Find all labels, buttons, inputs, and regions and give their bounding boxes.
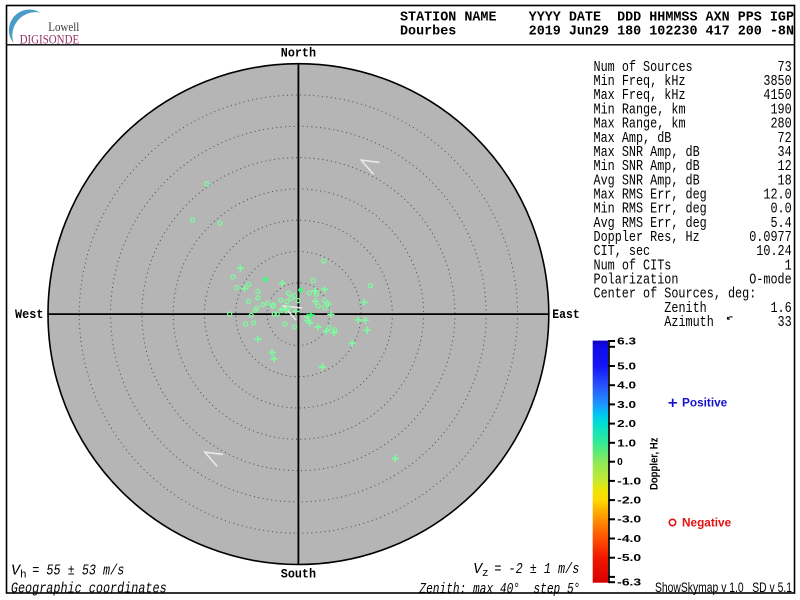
svg-text:Num of CITs 1: Num of CITs 1 (594, 257, 792, 274)
svg-text:-1.0: -1.0 (617, 476, 641, 487)
svg-text:DIGISONDE: DIGISONDE (20, 32, 80, 46)
svg-text:Dourbes 2019 Jun29 180: Dourbes 2019 Jun29 180 102230 417 200 -8… (400, 25, 794, 40)
svg-text:Polarization O-mode: Polarization O-mode (594, 272, 792, 289)
svg-text:Min RMS Err, deg 0.0: Min RMS Err, deg 0.0 (594, 201, 792, 218)
svg-text:CIT, sec 10.24: CIT, sec 10.24 (594, 243, 792, 260)
svg-text:-4.0: -4.0 (617, 534, 641, 545)
svg-text:Num of Sources 73: Num of Sources 73 (594, 59, 792, 76)
svg-text:2.0: 2.0 (617, 419, 636, 430)
svg-text:-2.0: -2.0 (617, 496, 641, 507)
svg-text:Center of Sources, deg:: Center of Sources, deg: (594, 286, 757, 303)
svg-text:Min Range, km 190: Min Range, km 190 (594, 101, 792, 118)
svg-text:4.0: 4.0 (617, 381, 636, 392)
svg-text:Min SNR Amp, dB 12: Min SNR Amp, dB 12 (594, 158, 792, 175)
svg-text:Lowell: Lowell (48, 20, 79, 34)
svg-text:Geographic coordinates: Geographic coordinates (11, 580, 167, 597)
svg-text:Max SNR Amp, dB 34: Max SNR Amp, dB 34 (594, 144, 792, 161)
svg-text:Max RMS Err, deg 12.0: Max RMS Err, deg 12.0 (594, 186, 792, 203)
svg-text:6.3: 6.3 (617, 336, 637, 347)
svg-text:3.0: 3.0 (617, 400, 636, 411)
svg-text:5.0: 5.0 (617, 361, 636, 372)
svg-text:Max Range, km 280: Max Range, km 280 (594, 116, 792, 133)
svg-text:1.0: 1.0 (617, 438, 636, 449)
svg-text:Doppler, Hz: Doppler, Hz (648, 437, 660, 490)
svg-text:V: V (11, 563, 22, 580)
svg-text:Doppler Res, Hz 0.0977: Doppler Res, Hz 0.0977 (594, 229, 792, 246)
svg-text:Zenith: max 40° step 5°: Zenith: max 40° step 5° (419, 581, 581, 598)
svg-text:= -2 ± 1 m/s: = -2 ± 1 m/s (487, 561, 579, 578)
svg-text:Avg RMS Err, deg 5.4: Avg RMS Err, deg 5.4 (594, 215, 792, 232)
svg-text:0: 0 (617, 457, 623, 468)
svg-text:South: South (281, 568, 316, 582)
svg-text:Avg SNR Amp, dB 18: Avg SNR Amp, dB 18 (594, 172, 792, 189)
svg-text:Positive: Positive (682, 395, 728, 409)
svg-text:Max Freq, kHz 4150: Max Freq, kHz 4150 (594, 87, 792, 104)
svg-text:h: h (20, 570, 27, 582)
svg-text:ShowSkymap v 1.0 SD v 5.1: ShowSkymap v 1.0 SD v 5.1 (655, 580, 792, 595)
svg-text:V: V (473, 561, 484, 578)
svg-text:-6.3: -6.3 (617, 578, 642, 589)
svg-text:Azimuth 33: Azimuth 33 (594, 314, 792, 331)
svg-text:= 55 ± 53 m/s: = 55 ± 53 m/s (25, 563, 124, 580)
svg-text:Max Amp, dB 72: Max Amp, dB 72 (594, 130, 792, 147)
svg-text:East: East (552, 308, 580, 322)
svg-text:z: z (482, 568, 489, 580)
svg-text:Min Freq, kHz 3850: Min Freq, kHz 3850 (594, 73, 792, 90)
svg-text:West: West (15, 308, 44, 322)
svg-text:-5.0: -5.0 (617, 553, 641, 564)
svg-text:-3.0: -3.0 (617, 515, 641, 526)
svg-text:North: North (281, 47, 316, 61)
svg-text:Zenith 1.6: Zenith 1.6 (594, 300, 792, 317)
svg-text:STATION NAME YYYY DATE DDD: STATION NAME YYYY DATE DDD HHMMSS AXN PP… (400, 10, 794, 25)
svg-text:Negative: Negative (682, 515, 732, 529)
